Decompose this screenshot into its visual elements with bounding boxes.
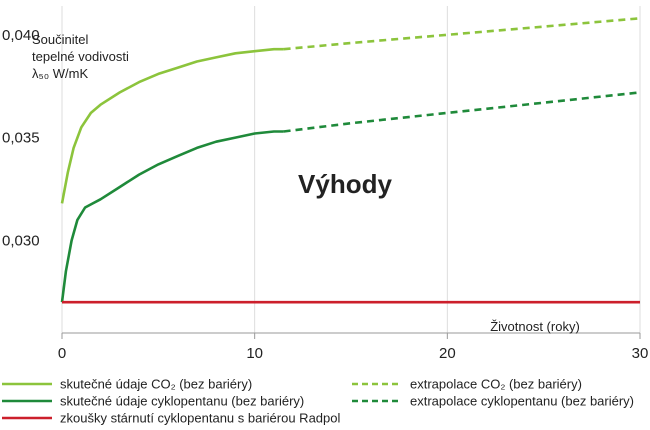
- data-point: [283, 131, 285, 133]
- legend-label: skutečné údaje CO₂ (bez bariéry): [60, 377, 252, 392]
- data-point: [67, 172, 69, 174]
- data-point: [447, 34, 449, 36]
- data-point: [639, 92, 641, 94]
- legend: skutečné údaje CO₂ (bez bariéry) extrapol…: [2, 377, 634, 426]
- data-point: [639, 18, 641, 20]
- data-point: [138, 174, 140, 176]
- series-line: [283, 17, 641, 51]
- data-point: [119, 186, 121, 188]
- data-point: [80, 127, 82, 129]
- data-point: [215, 57, 217, 59]
- grid: [61, 6, 641, 333]
- chart-annotation: Výhody: [298, 169, 392, 199]
- data-point: [100, 104, 102, 106]
- legend-label: skutečné údaje cyklopentanu (bez bariéry…: [60, 394, 304, 409]
- series-layer: [60, 17, 641, 304]
- data-point: [84, 207, 86, 209]
- data-point: [196, 147, 198, 149]
- data-point: [177, 67, 179, 69]
- data-point: [138, 81, 140, 83]
- axes: 0 10 20 30 0,030 0,035 0,040: [2, 27, 648, 362]
- x-axis-label: Životnost (roky): [490, 319, 580, 334]
- data-point: [350, 42, 352, 44]
- x-tick-label: 20: [439, 345, 456, 362]
- data-point: [71, 240, 73, 242]
- y-axis-label-line-2: tepelné vodivosti: [32, 49, 129, 64]
- data-point: [273, 48, 275, 50]
- x-tick-label: 10: [246, 345, 263, 362]
- data-point: [283, 48, 285, 50]
- y-tick-label: 0,030: [2, 232, 40, 249]
- data-point: [639, 301, 641, 303]
- data-point: [77, 219, 79, 221]
- data-point: [215, 141, 217, 143]
- data-point: [90, 112, 92, 114]
- series-line: [283, 91, 641, 133]
- legend-label: zkoušky stárnutí cyklopentanu s bariérou…: [60, 411, 340, 426]
- y-axis-label-line-3: λ₅₀ W/mK: [32, 66, 88, 81]
- data-point: [273, 131, 275, 133]
- data-point: [447, 112, 449, 114]
- series-line: [60, 130, 284, 303]
- data-point: [543, 26, 545, 28]
- data-point: [61, 301, 63, 303]
- data-point: [61, 203, 63, 205]
- y-tick-label: 0,035: [2, 130, 40, 147]
- data-point: [254, 133, 256, 135]
- labels: Součinitel tepelné vodivosti λ₅₀ W/mK Ži…: [32, 32, 580, 334]
- data-point: [92, 203, 94, 205]
- data-point: [235, 53, 237, 55]
- data-point: [350, 122, 352, 124]
- data-point: [65, 271, 67, 273]
- legend-label: extrapolace cyklopentanu (bez bariéry): [410, 394, 634, 409]
- data-point: [543, 102, 545, 104]
- data-point: [100, 199, 102, 201]
- data-point: [254, 50, 256, 52]
- data-point: [119, 92, 121, 94]
- y-axis-label-line-1: Součinitel: [32, 32, 88, 47]
- data-point: [235, 137, 237, 139]
- y-tick-label: 0,040: [2, 27, 40, 44]
- data-point: [158, 164, 160, 166]
- data-point: [177, 155, 179, 157]
- data-point: [73, 147, 75, 149]
- x-tick-label: 30: [632, 345, 649, 362]
- series-line: [60, 47, 284, 204]
- data-point: [196, 61, 198, 63]
- data-point: [158, 73, 160, 75]
- legend-label: extrapolace CO₂ (bez bariéry): [410, 377, 582, 392]
- x-tick-label: 0: [58, 345, 66, 362]
